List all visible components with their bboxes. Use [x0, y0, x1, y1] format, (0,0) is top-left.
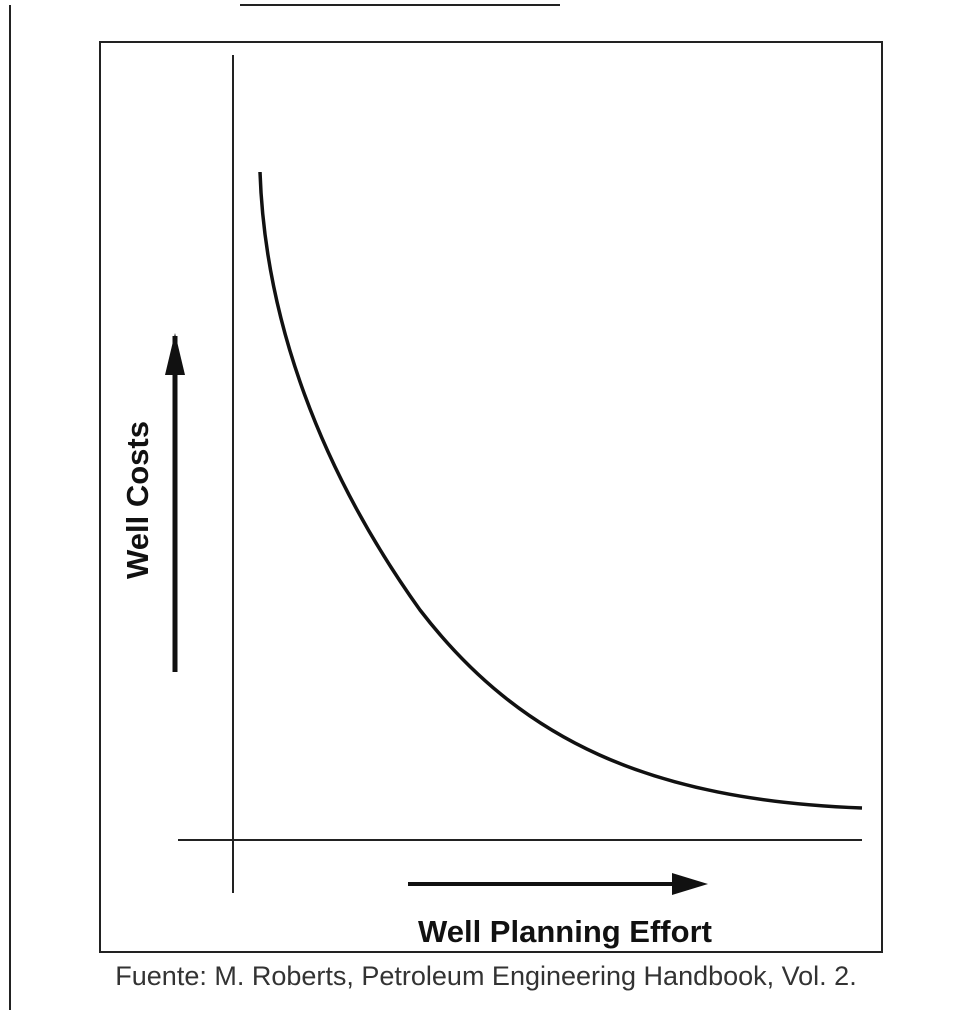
caption: Fuente: M. Roberts, Petroleum Engineerin…: [115, 961, 856, 991]
y-axis-label: Well Costs: [120, 421, 155, 579]
cost-curve: [258, 171, 863, 810]
x-axis-label: Well Planning Effort: [418, 914, 712, 949]
plot-frame: [99, 41, 883, 953]
x-arrow-head: [672, 873, 708, 895]
y-arrow-head: [165, 333, 185, 375]
